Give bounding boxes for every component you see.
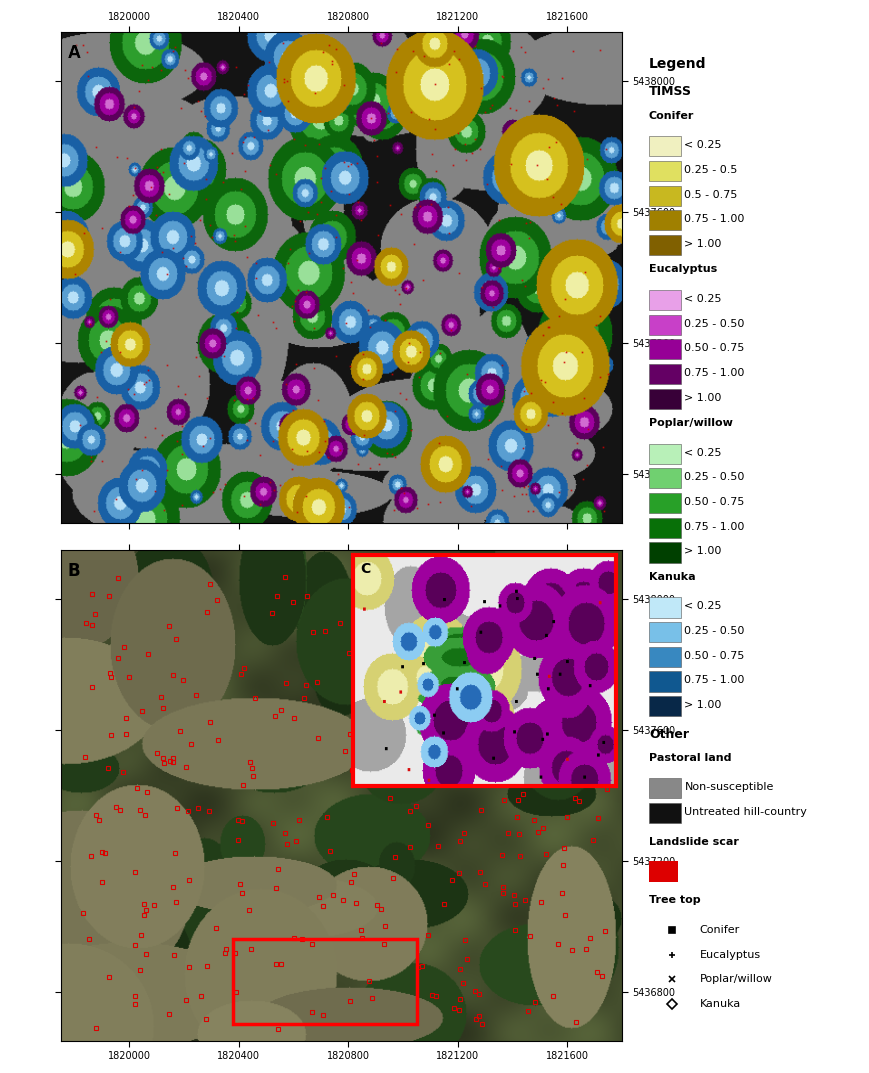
Text: Poplar/willow: Poplar/willow (648, 418, 732, 428)
Text: > 1.00: > 1.00 (684, 239, 721, 249)
Text: 0.75 - 1.00: 0.75 - 1.00 (684, 368, 744, 378)
Text: 0.50 - 0.75: 0.50 - 0.75 (684, 497, 744, 508)
Text: Eucalyptus: Eucalyptus (699, 950, 760, 959)
Text: 0.25 - 0.50: 0.25 - 0.50 (684, 472, 744, 483)
Text: 0.75 - 1.00: 0.75 - 1.00 (684, 521, 744, 532)
Text: TIMSS: TIMSS (648, 85, 691, 98)
Text: Non-susceptible: Non-susceptible (684, 782, 773, 792)
Text: Pastoral land: Pastoral land (648, 753, 731, 764)
FancyBboxPatch shape (648, 647, 680, 667)
FancyBboxPatch shape (648, 235, 680, 255)
FancyBboxPatch shape (648, 622, 680, 643)
FancyBboxPatch shape (648, 314, 680, 335)
Text: Conifer: Conifer (648, 111, 693, 121)
Text: 0.25 - 0.50: 0.25 - 0.50 (684, 319, 744, 328)
FancyBboxPatch shape (648, 696, 680, 717)
Text: 0.50 - 0.75: 0.50 - 0.75 (684, 651, 744, 661)
Text: < 0.25: < 0.25 (684, 447, 721, 458)
FancyBboxPatch shape (648, 290, 680, 310)
FancyBboxPatch shape (648, 364, 680, 384)
Text: Tree top: Tree top (648, 895, 700, 906)
Text: Poplar/willow: Poplar/willow (699, 974, 772, 985)
FancyBboxPatch shape (648, 598, 680, 618)
Text: Other: Other (648, 729, 688, 741)
Text: Conifer: Conifer (699, 925, 739, 935)
Text: B: B (68, 562, 80, 580)
Text: Kanuka: Kanuka (648, 572, 694, 582)
Text: Untreated hill-country: Untreated hill-country (684, 807, 806, 817)
Text: > 1.00: > 1.00 (684, 546, 721, 557)
FancyBboxPatch shape (648, 517, 680, 538)
Text: 0.75 - 1.00: 0.75 - 1.00 (684, 215, 744, 224)
Text: 0.25 - 0.5: 0.25 - 0.5 (684, 165, 737, 175)
FancyBboxPatch shape (648, 136, 680, 157)
Text: < 0.25: < 0.25 (684, 602, 721, 612)
Text: 0.75 - 1.00: 0.75 - 1.00 (684, 676, 744, 686)
Text: > 1.00: > 1.00 (684, 393, 721, 402)
Text: A: A (68, 44, 81, 62)
Text: A: A (68, 44, 81, 62)
FancyBboxPatch shape (648, 778, 680, 798)
Text: Kanuka: Kanuka (699, 999, 740, 1010)
FancyBboxPatch shape (648, 161, 680, 181)
FancyBboxPatch shape (648, 388, 680, 409)
FancyBboxPatch shape (648, 210, 680, 231)
Text: < 0.25: < 0.25 (684, 141, 721, 150)
FancyBboxPatch shape (648, 862, 677, 882)
FancyBboxPatch shape (648, 468, 680, 488)
Text: 0.25 - 0.50: 0.25 - 0.50 (684, 627, 744, 636)
FancyBboxPatch shape (648, 493, 680, 513)
Text: 0.5 - 0.75: 0.5 - 0.75 (684, 190, 737, 200)
Text: Landslide scar: Landslide scar (648, 837, 738, 847)
FancyBboxPatch shape (648, 186, 680, 206)
FancyBboxPatch shape (648, 672, 680, 692)
Text: 0.50 - 0.75: 0.50 - 0.75 (684, 343, 744, 353)
FancyBboxPatch shape (648, 803, 680, 823)
Bar (233, 939, 416, 1025)
Text: > 1.00: > 1.00 (684, 701, 721, 710)
Text: Eucalyptus: Eucalyptus (648, 265, 716, 275)
FancyBboxPatch shape (648, 443, 680, 464)
FancyBboxPatch shape (648, 339, 680, 359)
Text: Legend: Legend (648, 58, 706, 72)
FancyBboxPatch shape (648, 542, 680, 562)
Text: < 0.25: < 0.25 (684, 294, 721, 304)
